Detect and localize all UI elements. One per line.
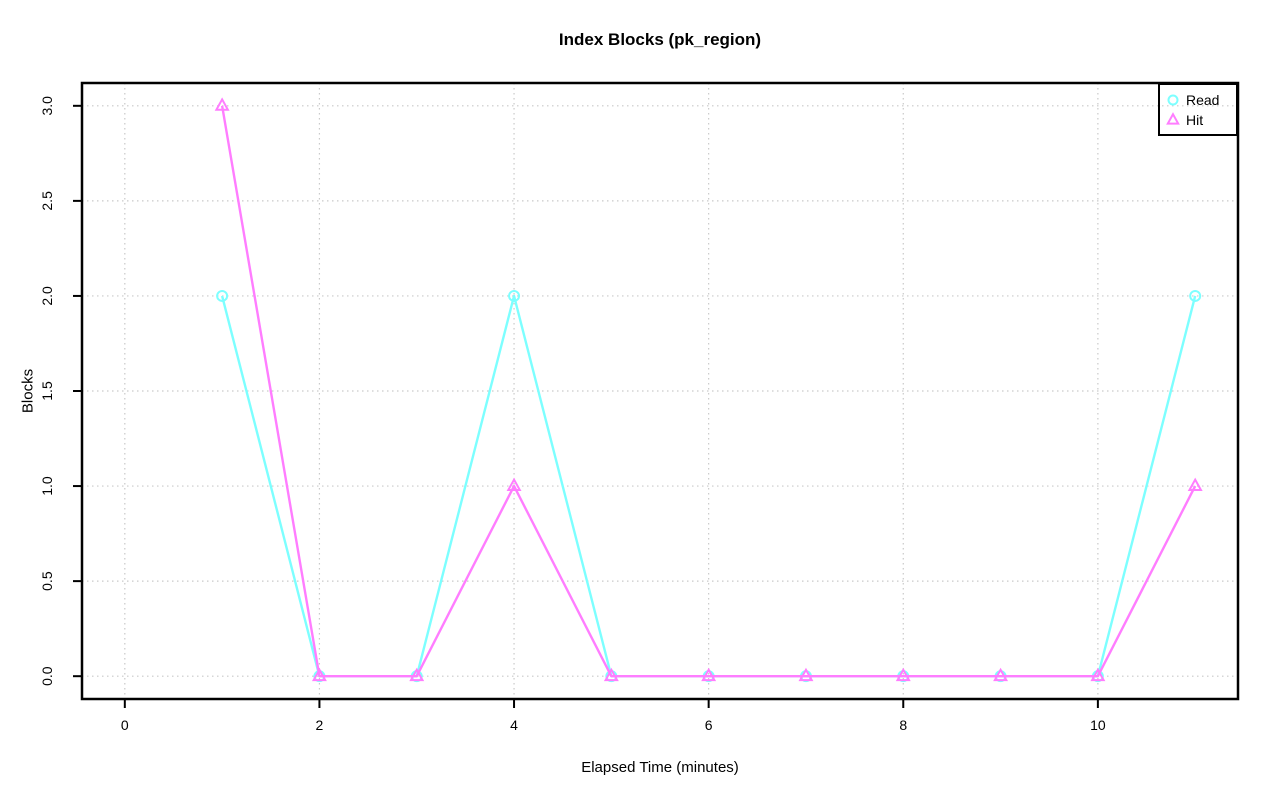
gridlines xyxy=(82,83,1238,699)
circle-marker-icon xyxy=(1167,94,1179,105)
y-tick-label: 3.0 xyxy=(39,96,55,116)
x-tick-label: 2 xyxy=(316,717,324,733)
plot-border xyxy=(80,81,1240,701)
read-circle-marker-icon xyxy=(1167,94,1179,105)
circle-marker-icon xyxy=(508,289,521,302)
x-tick-label: 4 xyxy=(510,717,518,733)
x-tick-label: 0 xyxy=(121,717,129,733)
circle-marker-icon xyxy=(1189,289,1202,302)
hit-triangle-marker-icon xyxy=(1166,111,1180,125)
triangle-marker-icon xyxy=(1090,667,1106,682)
y-tick-label: 0.0 xyxy=(39,666,55,686)
chart-title: Index Blocks (pk_region) xyxy=(558,30,762,49)
triangle-marker-icon xyxy=(1166,111,1180,125)
triangle-marker-icon xyxy=(506,477,522,492)
y-tick-label: 2.5 xyxy=(39,191,55,211)
axes: 0 2 4 6 8 10 0.0 0.5 1.0 1.5 2.0 2.5 3.0 xyxy=(39,96,1106,733)
triangle-marker-icon xyxy=(1187,477,1203,492)
y-tick-label: 2.0 xyxy=(39,286,55,306)
triangle-marker-icon xyxy=(214,97,230,111)
triangle-marker-icon xyxy=(311,667,327,682)
legend-box: Read Hit xyxy=(1158,83,1238,136)
y-axis-title: Blocks xyxy=(19,368,37,414)
series-hit xyxy=(214,97,1203,682)
triangle-marker-icon xyxy=(603,667,619,682)
x-axis-title: Elapsed Time (minutes) xyxy=(581,759,739,776)
triangle-marker-icon xyxy=(993,667,1009,682)
y-tick-label: 1.0 xyxy=(39,476,55,496)
x-tick-label: 8 xyxy=(899,717,907,733)
y-tick-label: 1.5 xyxy=(39,381,55,401)
triangle-marker-icon xyxy=(798,667,814,682)
x-tick-label: 10 xyxy=(1090,717,1106,733)
legend-item-read: Read xyxy=(1165,90,1236,110)
y-tick-label: 0.5 xyxy=(39,571,55,591)
legend-label-hit: Hit xyxy=(1186,111,1204,128)
triangle-marker-icon xyxy=(701,667,717,682)
series-line xyxy=(220,105,1197,678)
triangle-marker-icon xyxy=(409,667,425,682)
legend-label-read: Read xyxy=(1186,91,1220,108)
legend-item-hit: Hit xyxy=(1165,110,1236,130)
triangle-marker-icon xyxy=(895,667,911,682)
x-tick-label: 6 xyxy=(705,717,713,733)
circle-marker-icon xyxy=(216,289,229,302)
